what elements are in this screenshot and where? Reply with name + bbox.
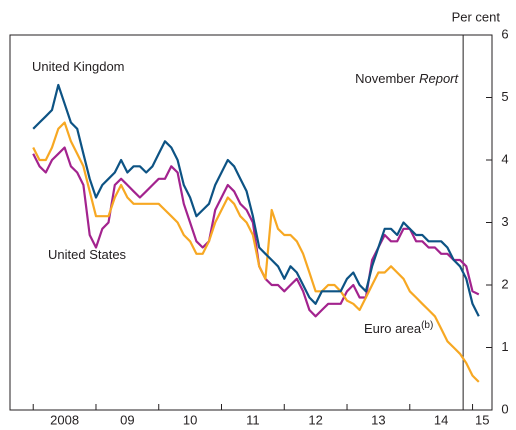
x-tick-label: 09 — [120, 412, 134, 427]
x-tick-label: 10 — [183, 412, 197, 427]
series-label: United States — [48, 247, 127, 262]
annotation: November Report — [355, 71, 459, 86]
x-tick-label: 14 — [434, 412, 448, 427]
x-tick-label: 13 — [371, 412, 385, 427]
x-tick-label: 11 — [246, 412, 260, 427]
y-tick-label: 3 — [501, 214, 508, 229]
plot-frame — [9, 34, 493, 411]
series-name: United States — [48, 247, 127, 262]
y-tick-label: 1 — [501, 339, 508, 354]
series-line — [32, 121, 480, 383]
x-tick-label: 15 — [475, 412, 489, 427]
series-label: Euro area(b) — [364, 320, 433, 337]
series-line — [32, 146, 480, 318]
y-axis-label: Per cent — [452, 9, 501, 24]
y-tick-label: 6 — [501, 26, 508, 41]
series-superscript: (b) — [421, 320, 433, 331]
series-line — [32, 83, 480, 317]
series-label: United Kingdom — [32, 59, 125, 74]
y-tick-label: 5 — [501, 89, 508, 104]
annotation-text: November — [355, 71, 416, 86]
x-tick-label: 2008 — [50, 412, 79, 427]
series-name: Euro area — [364, 321, 422, 336]
annotation-emphasis: Report — [419, 71, 459, 86]
series-name: United Kingdom — [32, 59, 125, 74]
y-tick-label: 0 — [501, 401, 508, 416]
x-tick-label: 12 — [308, 412, 322, 427]
y-tick-label: 2 — [501, 276, 508, 291]
y-tick-label: 4 — [501, 151, 508, 166]
